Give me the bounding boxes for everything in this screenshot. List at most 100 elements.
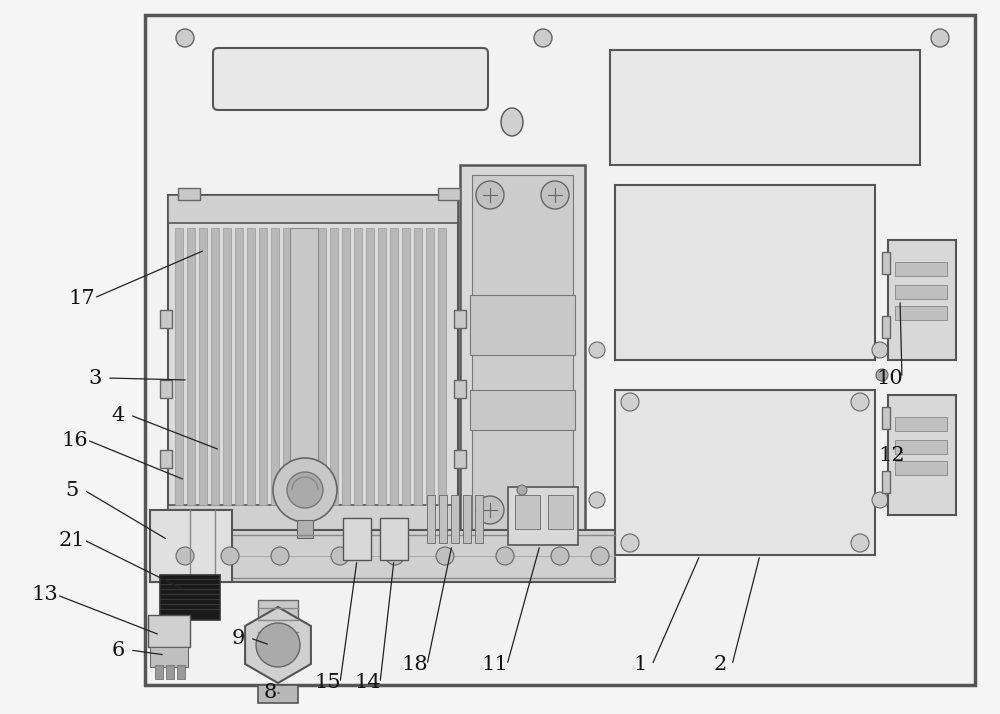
Bar [888,240,956,360]
Bar [187,228,195,505]
Bar [160,575,220,620]
Bar [342,228,350,505]
Bar [259,228,267,505]
Text: 12: 12 [879,446,905,465]
Circle shape [496,547,514,565]
Bar [615,185,875,360]
Circle shape [551,547,569,565]
Bar [895,461,947,475]
Text: 8: 8 [263,683,277,703]
Bar [380,518,408,560]
Bar [283,228,291,505]
Bar [150,510,232,582]
Bar [150,530,615,582]
Text: 18: 18 [402,655,428,675]
Bar [615,390,875,555]
Text: 17: 17 [69,288,95,308]
Bar [402,228,410,505]
Bar [454,310,466,328]
Bar [297,520,313,538]
Bar [378,228,386,505]
Circle shape [271,547,289,565]
Bar [155,665,163,679]
Bar [472,175,573,530]
Bar [426,228,434,505]
Circle shape [621,534,639,552]
Bar [882,252,890,274]
Text: 10: 10 [877,368,903,388]
Polygon shape [245,607,311,683]
Bar [882,316,890,338]
Bar [470,390,575,430]
Bar [175,228,183,505]
Bar [160,380,172,398]
Circle shape [287,472,323,508]
Bar [508,487,578,545]
Bar [366,228,374,505]
Text: 4: 4 [111,406,125,425]
Bar [160,310,172,328]
Circle shape [851,534,869,552]
Bar [439,495,447,543]
Bar [295,228,303,505]
Bar [177,665,185,679]
Bar [463,495,471,543]
Circle shape [591,547,609,565]
Circle shape [176,547,194,565]
Text: 14: 14 [355,673,381,693]
Bar [460,165,585,540]
Circle shape [851,393,869,411]
Bar [150,647,188,667]
Bar [235,228,243,505]
Text: 13: 13 [32,585,58,605]
Bar [199,228,207,505]
Bar [148,615,190,647]
Text: 21: 21 [59,531,85,550]
Circle shape [436,547,454,565]
Bar [160,450,172,468]
Text: 15: 15 [315,673,341,693]
Circle shape [541,496,569,524]
Bar [454,380,466,398]
Bar [211,228,219,505]
Bar [895,306,947,320]
Bar [895,285,947,299]
Bar [290,228,318,505]
Text: 5: 5 [65,481,79,500]
Circle shape [589,342,605,358]
Circle shape [273,458,337,522]
Bar [470,295,575,355]
Bar [895,440,947,454]
Bar [515,495,540,529]
Circle shape [331,547,349,565]
Bar [330,228,338,505]
Bar [247,228,255,505]
Text: 2: 2 [713,655,727,675]
Bar [178,188,200,200]
Bar [168,505,458,535]
Bar [548,495,573,529]
Bar [145,15,975,685]
Bar [166,665,174,679]
Circle shape [931,29,949,47]
Bar [438,188,460,200]
Text: 9: 9 [231,628,245,648]
Bar [454,450,466,468]
Bar [343,518,371,560]
Circle shape [221,547,239,565]
Bar [882,471,890,493]
Text: 1: 1 [633,655,647,675]
Bar [610,50,920,165]
Text: 6: 6 [111,640,125,660]
Bar [414,228,422,505]
Circle shape [876,369,888,381]
Bar [258,600,298,648]
Circle shape [872,342,888,358]
Bar [895,262,947,276]
Text: 11: 11 [482,655,508,675]
Bar [427,495,435,543]
Circle shape [256,623,300,667]
Bar [888,395,956,515]
Bar [882,407,890,429]
Bar [258,685,298,703]
